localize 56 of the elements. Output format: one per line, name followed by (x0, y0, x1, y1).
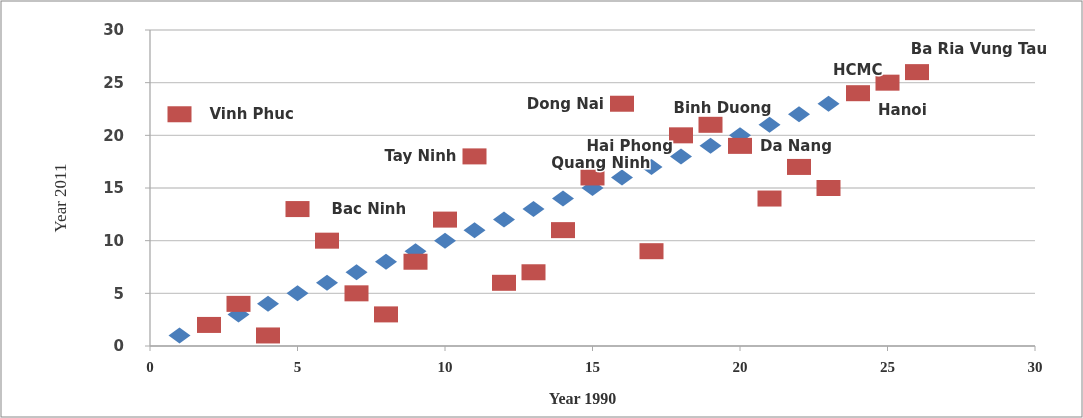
x-tick-label: 5 (293, 359, 302, 375)
y-tick-label: 0 (113, 337, 124, 356)
point (611, 169, 633, 186)
point (493, 211, 515, 228)
annotation: Binh Duong (673, 98, 772, 117)
y-axis-title: Year 2011 (51, 163, 70, 233)
point (433, 211, 457, 228)
y-tick-label: 25 (103, 73, 124, 92)
point (168, 327, 191, 344)
point (758, 116, 781, 133)
annotation: Tay Ninh (384, 147, 457, 166)
x-axis-title: Year 1990 (548, 390, 617, 407)
point (788, 106, 810, 123)
point (197, 316, 221, 333)
annotation: Bac Ninh (331, 200, 407, 219)
y-tick-label: 5 (113, 284, 124, 303)
x-tick-label: 20 (732, 359, 748, 375)
annotation: HCMC (833, 60, 883, 79)
point (817, 95, 840, 112)
annotation: Quang Ninh (551, 154, 651, 173)
point (256, 327, 280, 344)
point (463, 222, 486, 239)
annotation: Ba Ria Vung Tau (910, 40, 1048, 59)
point (551, 222, 575, 239)
y-tick-label: 15 (103, 179, 124, 198)
point (905, 64, 929, 81)
point (286, 285, 309, 302)
point (787, 158, 811, 175)
y-tick-label: 10 (103, 231, 124, 250)
point (315, 232, 339, 249)
point (345, 264, 368, 281)
annotation: Da Nang (760, 136, 832, 155)
x-tick-label: 15 (585, 359, 600, 375)
point (610, 95, 634, 112)
point (257, 295, 279, 312)
point (434, 232, 456, 249)
point (375, 253, 397, 270)
point (522, 201, 545, 218)
point (728, 137, 752, 154)
x-tick-label: 10 (437, 359, 453, 375)
point (699, 137, 722, 154)
annotation: Dong Nai (526, 94, 604, 113)
point (316, 274, 338, 291)
annotation: Vinh Phuc (209, 105, 294, 124)
point (374, 306, 398, 323)
annotation: Hanoi (878, 101, 927, 120)
x-tick-label: 0 (146, 359, 154, 375)
y-tick-label: 20 (103, 126, 124, 145)
x-tick-label: 30 (1027, 359, 1043, 375)
point (492, 274, 516, 291)
x-tick-label: 25 (880, 359, 895, 375)
point (846, 85, 870, 102)
point (552, 190, 574, 207)
annotation: Hai Phong (586, 137, 673, 156)
y-tick-label: 30 (103, 21, 124, 40)
point (670, 148, 692, 165)
